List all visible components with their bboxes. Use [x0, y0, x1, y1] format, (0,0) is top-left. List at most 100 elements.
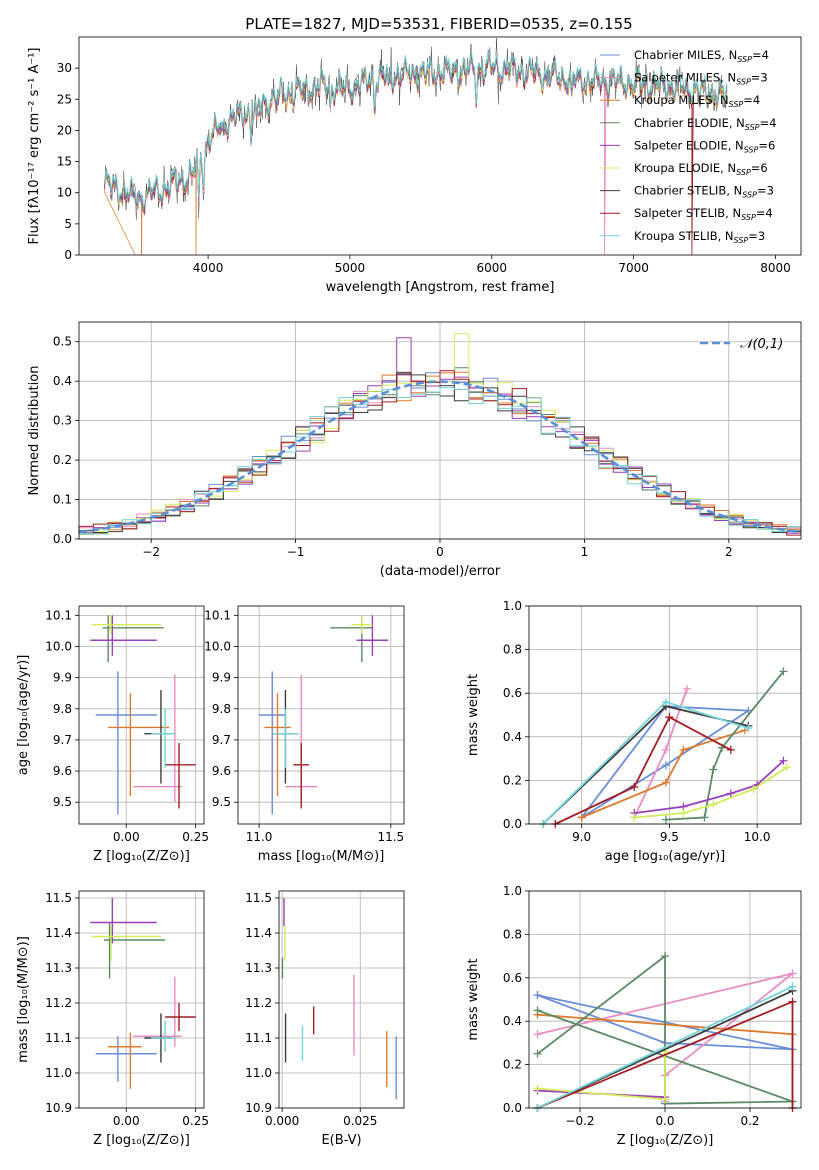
- legend-label: Chabrier STELIB, NSSP=3: [634, 184, 774, 200]
- errorbar-kroupa-stelib: [151, 1020, 177, 1052]
- panel-7: 0.000 0.025 10.9 11.0 11.1 11.2 11.3 11.4 11.5 E(…: [245, 890, 405, 1148]
- weight-marker: [709, 765, 718, 774]
- weight-marker: [779, 667, 788, 676]
- weight-marker: [661, 745, 670, 754]
- errorbar-salpeter-elodie: [90, 615, 157, 656]
- axes-frame: [237, 605, 405, 825]
- y-tick-label: 11.5: [45, 891, 72, 905]
- y-tick-label: 9.9: [53, 671, 72, 685]
- x-axis-label: Z [log₁₀(Z/Z⊙)]: [93, 849, 190, 864]
- weight-marker: [661, 697, 670, 706]
- y-tick-label: 5: [64, 217, 72, 231]
- x-tick-label: 10.0: [744, 830, 771, 844]
- errorbar-salpeter-miles: [133, 674, 182, 803]
- y-tick-label: 9.6: [53, 764, 72, 778]
- errorbar-kroupa-stelib: [272, 708, 299, 768]
- errorbar-kroupa-elodie: [91, 926, 161, 961]
- weight-marker: [665, 713, 674, 722]
- y-axis-label: Normed distribution: [27, 366, 42, 496]
- plot-area: [259, 615, 389, 815]
- errorbar-kroupa-elodie: [91, 615, 161, 635]
- x-axis-label: wavelength [Angstrom, rest frame]: [326, 280, 555, 295]
- weight-marker: [661, 761, 670, 770]
- weight-marker: [682, 684, 691, 693]
- y-tick-label: 10.0: [204, 639, 231, 653]
- x-tick-label: 8000: [760, 261, 791, 275]
- x-axis-label: mass [log₁₀(M/M⊙)]: [258, 849, 385, 864]
- x-tick-label: −2: [142, 545, 160, 559]
- y-tick-label: 0.2: [53, 453, 72, 467]
- weight-marker: [533, 991, 542, 1000]
- x-tick-label: 7000: [618, 261, 649, 275]
- errorbar-salpeter-elodie: [356, 615, 389, 656]
- weight-marker: [726, 745, 735, 754]
- x-axis-label: Z [log₁₀(Z/Z⊙)]: [93, 1133, 190, 1148]
- axes-frame: [78, 36, 802, 256]
- weight-marker: [779, 756, 788, 765]
- y-tick-label: 10: [57, 186, 72, 200]
- panel-8: −0.2 0.0 0.2 0.0 0.2 0.4 0.6 0.8 1.0 Z [log₁₀(Z/Z…: [466, 884, 802, 1148]
- y-tick-label: 0.4: [503, 730, 522, 744]
- y-tick-label: 0.5: [53, 335, 72, 349]
- panel-4: 11.0 11.5 9.5 9.6 9.7 9.8 9.9 10.0 10.1 mass [log…: [204, 605, 405, 864]
- y-tick-label: 30: [57, 61, 72, 75]
- weight-marker: [679, 745, 688, 754]
- axes-frame: [528, 605, 802, 825]
- y-tick-label: 0.3: [53, 414, 72, 428]
- axes-frame: [78, 321, 802, 540]
- y-tick-label: 0.1: [53, 493, 72, 507]
- y-tick-label: 10.0: [45, 639, 72, 653]
- x-tick-label: −0.2: [565, 1114, 594, 1128]
- y-axis-label: age [log₁₀(age/yr)]: [16, 655, 31, 776]
- y-tick-label: 10.1: [45, 608, 72, 622]
- y-tick-label: 10.9: [45, 1101, 72, 1115]
- axes-frame: [78, 605, 205, 825]
- errorbar-kroupa-miles: [108, 693, 170, 796]
- y-tick-label: 0.4: [503, 1014, 522, 1028]
- grid: [238, 606, 404, 824]
- x-tick-label: 5000: [335, 261, 366, 275]
- y-tick-label: 11.3: [45, 961, 72, 975]
- legend-label: Kroupa STELIB, NSSP=3: [634, 229, 765, 245]
- legend-label: Kroupa ELODIE, NSSP=6: [634, 161, 768, 177]
- y-tick-label: 1.0: [503, 884, 522, 898]
- x-tick-label: 9.0: [572, 830, 591, 844]
- errorbar-kroupa-miles: [108, 1032, 142, 1089]
- legend-label: Chabrier MILES, NSSP=4: [634, 48, 769, 64]
- y-tick-label: 0.6: [503, 971, 522, 985]
- plot-area: [90, 615, 196, 815]
- y-tick-label: 9.7: [53, 733, 72, 747]
- legend-label: Chabrier ELODIE, NSSP=4: [634, 116, 776, 132]
- x-tick-label: 11.0: [246, 830, 273, 844]
- grid: [79, 891, 204, 1109]
- weight-marker: [630, 782, 639, 791]
- weight-marker: [533, 1084, 542, 1093]
- y-tick-label: 11.4: [45, 926, 72, 940]
- legend-label: Kroupa MILES, NSSP=4: [634, 93, 760, 109]
- y-tick-label: 9.8: [53, 702, 72, 716]
- weight-marker: [788, 982, 797, 991]
- errorbar-kroupa-miles: [264, 693, 291, 796]
- y-tick-label: 9.6: [212, 764, 231, 778]
- weight-marker: [661, 815, 670, 824]
- y-axis-label: mass [log₁₀(M/M⊙)]: [16, 936, 31, 1063]
- legend-label: Salpeter STELIB, NSSP=4: [634, 206, 773, 222]
- panel-1: 4000 5000 6000 7000 8000 0 5 10 15 20 25 30 waveleng…: [27, 36, 802, 295]
- y-tick-label: 11.5: [245, 891, 272, 905]
- weight-line-salpeter-stelib: [554, 715, 732, 825]
- x-tick-label: 0: [436, 545, 444, 559]
- errorbar-chabrier-elodie: [104, 922, 166, 979]
- x-axis-label: age [log₁₀(age/yr)]: [605, 849, 726, 864]
- legend-label: Salpeter ELODIE, NSSP=6: [634, 138, 775, 154]
- axes-frame: [78, 890, 205, 1109]
- legend-label: 𝒩(0,1): [740, 337, 783, 352]
- x-tick-label: 0.00: [113, 830, 140, 844]
- x-tick-label: 4000: [193, 261, 224, 275]
- x-tick-label: 0.2: [740, 1114, 759, 1128]
- y-tick-label: 10.9: [245, 1101, 272, 1115]
- grid: [279, 891, 404, 1109]
- y-tick-label: 11.2: [245, 996, 272, 1010]
- x-axis-label: E(B-V): [321, 1133, 361, 1148]
- weight-marker: [679, 809, 688, 818]
- y-tick-label: 0.8: [503, 927, 522, 941]
